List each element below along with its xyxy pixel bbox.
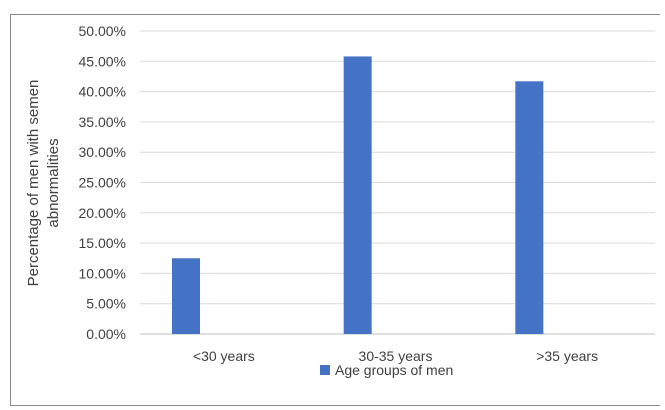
y-tick-label: 20.00% <box>79 205 126 221</box>
x-tick-label: 30-35 years <box>359 348 433 364</box>
bar <box>515 81 544 334</box>
y-tick-label: 40.00% <box>79 84 126 100</box>
y-tick-label: 0.00% <box>86 326 126 342</box>
y-axis-ticks: 0.00% 5.00% 10.00% 15.00% 20.00% 25.00% 30.00%… <box>79 23 126 342</box>
y-tick-label: 25.00% <box>79 175 126 191</box>
y-axis-label: Percentage of men with semen abnormaliti… <box>25 80 62 287</box>
y-axis-label-line-2: abnormalities <box>45 138 62 227</box>
bars <box>172 56 544 335</box>
legend-label: Age groups of men <box>335 362 453 378</box>
y-tick-label: 50.00% <box>79 23 126 39</box>
chart-border <box>10 14 660 406</box>
bar <box>172 258 200 334</box>
y-tick-label: 30.00% <box>79 144 126 160</box>
legend-swatch <box>320 365 330 375</box>
y-tick-label: 45.00% <box>79 53 126 69</box>
gridlines <box>140 30 655 335</box>
y-tick-label: 15.00% <box>79 235 126 251</box>
x-tick-label: <30 years <box>193 348 255 364</box>
y-tick-label: 35.00% <box>79 114 126 130</box>
y-tick-label: 10.00% <box>79 265 126 281</box>
x-tick-label: >35 years <box>536 348 598 364</box>
x-axis-ticks: <30 years 30-35 years >35 years <box>193 348 598 364</box>
legend: Age groups of men <box>320 362 453 378</box>
y-tick-label: 5.00% <box>86 296 126 312</box>
y-axis-label-line-1: Percentage of men with semen <box>25 80 42 287</box>
bar <box>343 56 372 335</box>
